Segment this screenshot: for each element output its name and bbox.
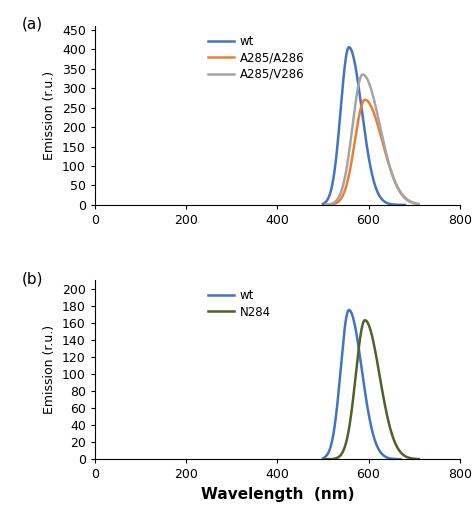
Y-axis label: Emission (r.u.): Emission (r.u.) [43,325,56,414]
wt [366,411,372,417]
wt [356,341,361,347]
A285/A286 [416,201,421,207]
A285/V286 [346,148,352,154]
wt [346,44,352,51]
N284 [362,317,368,324]
wt [320,455,326,461]
A285/A286 [322,202,328,208]
wt [340,343,346,349]
A285/A286 [378,132,383,138]
wt [369,169,374,175]
N284 [393,441,399,447]
Text: (a): (a) [22,17,43,32]
A285/V286 [322,202,328,208]
N284 [365,319,371,326]
N284 [346,424,352,430]
N284 [339,450,345,457]
A285/A286 [385,158,391,164]
wt [334,407,339,413]
wt [398,456,403,462]
N284 [378,378,383,384]
A285/A286 [393,180,399,186]
A285/A286 [339,195,345,201]
Legend: wt, A285/A286, A285/V286: wt, A285/A286, A285/V286 [203,30,309,86]
A285/V286 [416,201,421,207]
A285/A286 [362,96,368,103]
N284 [416,456,421,462]
wt [375,190,381,196]
Line: N284: N284 [325,320,419,459]
wt [320,201,326,207]
Text: (b): (b) [22,271,43,286]
wt [335,142,340,149]
wt [372,437,378,443]
Legend: wt, N284: wt, N284 [203,284,275,323]
Line: wt: wt [323,47,405,205]
wt [379,450,384,457]
Line: A285/A286: A285/A286 [325,100,419,205]
A285/V286 [339,187,345,193]
A285/V286 [385,156,391,163]
Line: wt: wt [323,310,401,459]
Y-axis label: Emission (r.u.): Emission (r.u.) [43,71,56,160]
A285/V286 [393,181,399,187]
wt [346,307,352,313]
wt [382,199,388,205]
A285/V286 [378,125,383,131]
wt [357,95,363,101]
A285/A286 [365,98,371,104]
A285/V286 [360,71,365,77]
Line: A285/V286: A285/V286 [325,74,419,205]
wt [341,70,347,76]
X-axis label: Wavelength  (nm): Wavelength (nm) [201,487,354,502]
wt [402,202,408,208]
A285/A286 [346,171,352,177]
N284 [322,456,328,462]
A285/V286 [365,77,371,83]
N284 [385,415,391,422]
